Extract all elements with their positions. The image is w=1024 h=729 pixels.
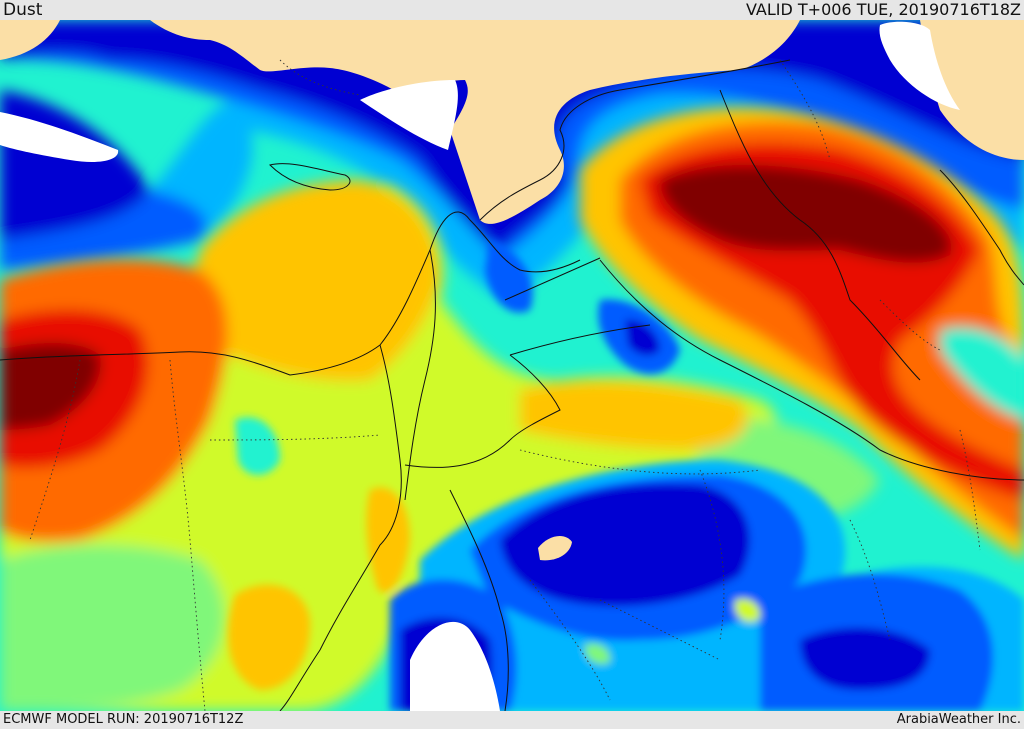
low-dust-levant bbox=[485, 240, 533, 313]
low-dust-eastern-lobe bbox=[940, 327, 1024, 420]
land-caspian-east bbox=[920, 20, 1024, 160]
elevated-dust-iraq bbox=[520, 381, 748, 450]
model-run-label: ECMWF MODEL RUN: 20190716T12Z bbox=[3, 712, 244, 727]
dust-forecast-map[interactable] bbox=[0, 20, 1024, 711]
low-dust-gulf-dark bbox=[625, 319, 660, 356]
green-patch-south bbox=[0, 545, 225, 711]
header-bar: Dust VALID T+006 TUE, 20190716T18Z bbox=[0, 0, 1024, 20]
moderate-dust-sinai bbox=[366, 487, 410, 593]
sea-caspian bbox=[879, 21, 960, 110]
low-dust-nile-patch bbox=[235, 417, 280, 475]
elevated-dust-egypt bbox=[196, 180, 440, 381]
valid-time-label: VALID T+006 TUE, 20190716T18Z bbox=[745, 0, 1021, 19]
low-dust-southeast-dark bbox=[800, 627, 930, 690]
moderate-dust-yellow-south bbox=[228, 584, 311, 690]
brand-label: ArabiaWeather Inc. bbox=[896, 712, 1021, 727]
land-areas bbox=[0, 20, 1024, 561]
provincial-boundaries bbox=[29, 59, 981, 711]
map-canvas bbox=[0, 20, 1024, 711]
low-dust-west-band bbox=[0, 190, 207, 270]
sea-aegean bbox=[360, 80, 458, 150]
variable-title: Dust bbox=[3, 0, 43, 20]
sea-red-sea-south bbox=[410, 621, 500, 711]
footer-bar: ECMWF MODEL RUN: 20190716T12Z ArabiaWeat… bbox=[0, 711, 1024, 729]
extreme-dust-libya bbox=[0, 343, 101, 430]
extreme-dust-east bbox=[660, 165, 952, 263]
land-mena-tip bbox=[538, 536, 572, 561]
low-dust-band-2 bbox=[0, 52, 1024, 260]
water-bodies bbox=[0, 21, 960, 711]
light-dust-yemen bbox=[735, 598, 761, 622]
light-dust-south bbox=[585, 643, 611, 665]
land-west-coast bbox=[0, 20, 60, 60]
sea-mediterranean-west bbox=[0, 112, 119, 162]
coastlines bbox=[0, 59, 1024, 711]
low-dust-arabia-dark bbox=[500, 483, 750, 607]
land-balkans-turkey bbox=[150, 20, 800, 224]
